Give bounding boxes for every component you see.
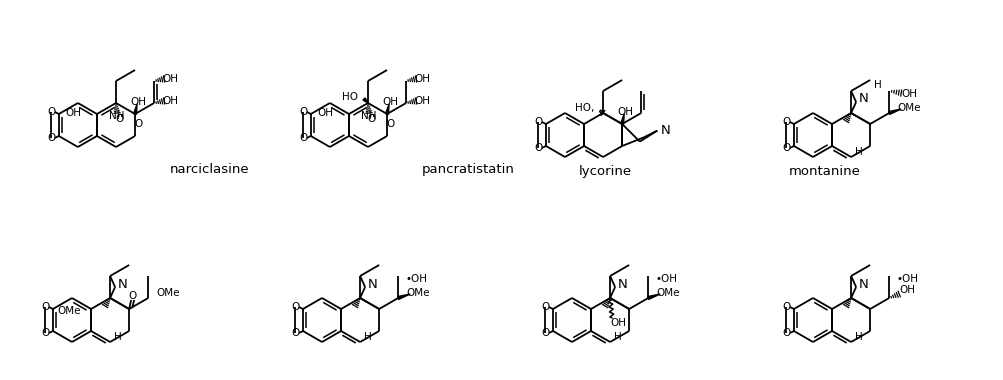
Text: H: H <box>874 80 882 90</box>
Text: •OH: •OH <box>405 274 427 284</box>
Text: OH: OH <box>161 96 178 106</box>
Text: HO,: HO, <box>575 103 594 113</box>
Text: OH: OH <box>130 97 145 107</box>
Text: N: N <box>859 277 869 290</box>
Text: O: O <box>782 143 790 153</box>
Text: O: O <box>300 107 308 117</box>
Text: N: N <box>618 277 627 290</box>
Text: lycorine: lycorine <box>578 165 631 178</box>
Text: H: H <box>855 147 863 157</box>
Text: OMe: OMe <box>897 103 920 113</box>
Text: OH: OH <box>413 74 429 84</box>
Text: N: N <box>859 92 869 106</box>
Text: •OH: •OH <box>896 274 918 284</box>
Text: O: O <box>48 107 56 117</box>
Text: OH: OH <box>65 108 81 118</box>
Text: OMe: OMe <box>57 306 80 316</box>
Text: O: O <box>300 133 308 143</box>
Text: O: O <box>535 143 543 153</box>
Text: O: O <box>535 117 543 127</box>
Text: O: O <box>385 119 394 129</box>
Text: NH: NH <box>109 111 124 121</box>
Text: OH: OH <box>161 74 178 84</box>
Text: OH: OH <box>413 96 429 106</box>
Text: N: N <box>118 277 127 290</box>
Text: HO: HO <box>342 92 358 102</box>
Text: O: O <box>48 133 56 143</box>
Text: OH: OH <box>901 89 917 99</box>
Text: pancratistatin: pancratistatin <box>421 163 515 176</box>
Text: H: H <box>855 332 863 342</box>
Text: OH: OH <box>617 107 633 117</box>
Text: OH: OH <box>317 108 333 118</box>
Text: montanine: montanine <box>788 165 861 178</box>
Polygon shape <box>385 104 389 114</box>
Polygon shape <box>888 109 901 114</box>
Polygon shape <box>647 294 660 299</box>
Text: OH: OH <box>899 285 915 295</box>
Text: O: O <box>782 302 790 312</box>
Text: NH: NH <box>361 111 376 121</box>
Text: N: N <box>368 277 377 290</box>
Text: narciclasine: narciclasine <box>170 163 250 176</box>
Text: O: O <box>782 117 790 127</box>
Polygon shape <box>133 104 137 114</box>
Polygon shape <box>397 294 410 299</box>
Polygon shape <box>362 98 368 103</box>
Text: •OH: •OH <box>655 274 677 284</box>
Text: O: O <box>292 328 300 338</box>
Text: OH: OH <box>610 318 626 328</box>
Text: OH: OH <box>382 97 397 107</box>
Text: O: O <box>42 328 50 338</box>
Text: O: O <box>542 302 550 312</box>
Text: O: O <box>542 328 550 338</box>
Text: O: O <box>292 302 300 312</box>
Text: O: O <box>42 302 50 312</box>
Text: OMe: OMe <box>406 288 429 298</box>
Polygon shape <box>620 114 624 124</box>
Text: H: H <box>364 332 371 342</box>
Text: O: O <box>782 328 790 338</box>
Text: H: H <box>114 332 121 342</box>
Text: OMe: OMe <box>656 288 679 298</box>
Text: O: O <box>128 291 136 301</box>
Text: N: N <box>660 124 670 137</box>
Text: OMe: OMe <box>156 288 180 298</box>
Text: O: O <box>133 119 142 129</box>
Text: O: O <box>115 114 124 124</box>
Text: H: H <box>614 332 622 342</box>
Text: O: O <box>367 114 376 124</box>
